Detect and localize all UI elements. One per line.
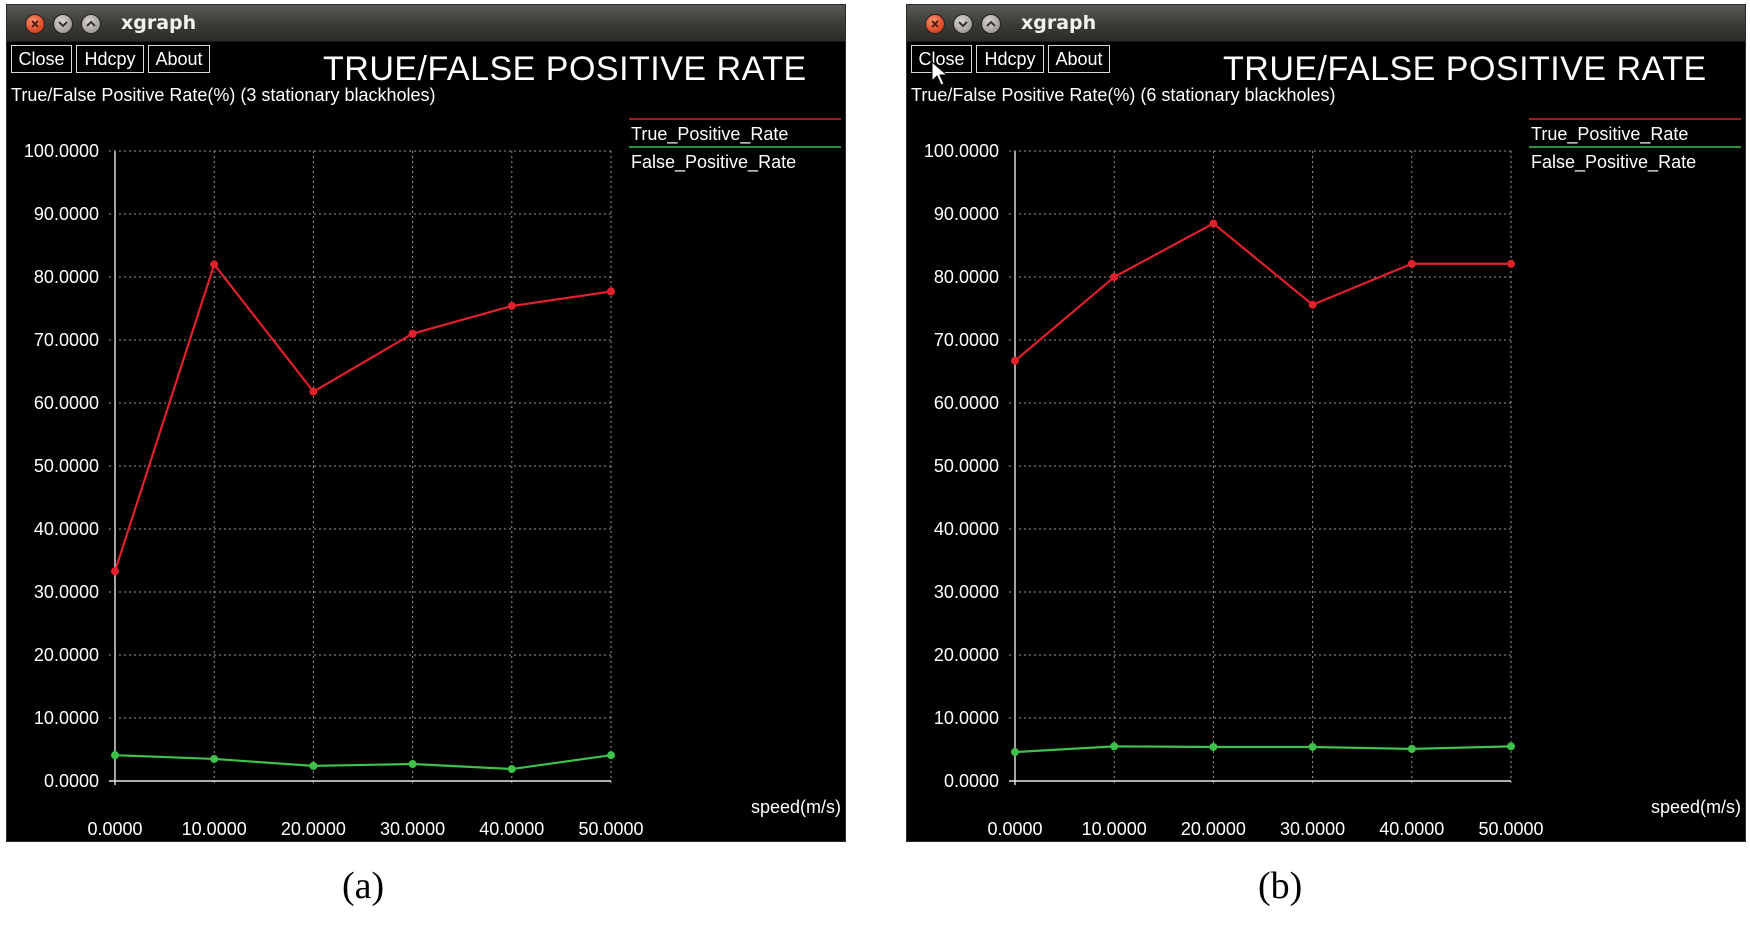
- x-tick-label: 40.0000: [479, 819, 544, 839]
- figure-caption-a: (a): [342, 865, 385, 907]
- data-point: [111, 567, 119, 576]
- graph-title: TRUE/FALSE POSITIVE RATE: [323, 50, 807, 88]
- minimize-window-icon[interactable]: [953, 14, 973, 34]
- data-point: [210, 754, 219, 763]
- legend-entry: True_Positive_Rate: [631, 124, 788, 145]
- data-point: [1209, 742, 1218, 751]
- y-tick-label: 40.0000: [34, 519, 99, 539]
- data-point: [507, 301, 516, 310]
- hdcpy-button[interactable]: Hdcpy: [976, 45, 1044, 73]
- xgraph-window-b: xgraph Close Hdcpy About TRUE/FALSE POSI…: [906, 4, 1746, 842]
- y-tick-label: 20.0000: [934, 645, 999, 665]
- y-tick-label: 40.0000: [934, 519, 999, 539]
- maximize-window-icon[interactable]: [981, 14, 1001, 34]
- data-point: [1308, 742, 1317, 751]
- y-tick-label: 100.0000: [924, 141, 999, 161]
- legend-entry: False_Positive_Rate: [1531, 152, 1696, 173]
- x-tick-label: 30.0000: [380, 819, 445, 839]
- y-tick-label: 30.0000: [34, 582, 99, 602]
- data-point: [507, 765, 516, 774]
- x-tick-label: 0.0000: [987, 819, 1042, 839]
- x-tick-label: 20.0000: [1181, 819, 1246, 839]
- data-point: [408, 329, 417, 338]
- y-tick-label: 90.0000: [34, 204, 99, 224]
- data-point: [111, 751, 119, 760]
- legend-entry: False_Positive_Rate: [631, 152, 796, 173]
- x-tick-label: 50.0000: [1478, 819, 1543, 839]
- data-point: [1011, 748, 1019, 757]
- series-line: [1014, 222, 1511, 362]
- y-tick-label: 20.0000: [34, 645, 99, 665]
- data-point: [1110, 742, 1119, 751]
- y-tick-label: 50.0000: [34, 456, 99, 476]
- data-point: [408, 759, 417, 768]
- figure-caption-b: (b): [1258, 865, 1303, 907]
- x-tick-label: 0.0000: [87, 819, 142, 839]
- minimize-window-icon[interactable]: [53, 14, 73, 34]
- data-point: [1407, 744, 1416, 753]
- y-tick-label: 60.0000: [934, 393, 999, 413]
- y-tick-label: 60.0000: [34, 393, 99, 413]
- xgraph-window-a: xgraph Close Hdcpy About TRUE/FALSE POSI…: [6, 4, 846, 842]
- y-tick-label: 10.0000: [934, 708, 999, 728]
- y-tick-label: 90.0000: [934, 204, 999, 224]
- close-window-icon[interactable]: [25, 14, 45, 34]
- window-title: xgraph: [121, 12, 197, 34]
- data-point: [309, 387, 318, 396]
- x-tick-label: 10.0000: [182, 819, 247, 839]
- window-titlebar[interactable]: xgraph: [907, 5, 1745, 42]
- graph-subtitle: True/False Positive Rate(%) (6 stationar…: [911, 85, 1336, 105]
- x-axis-label: speed(m/s): [751, 797, 841, 817]
- mouse-pointer-icon: [931, 61, 949, 86]
- y-tick-label: 30.0000: [934, 582, 999, 602]
- about-button[interactable]: About: [1048, 45, 1110, 73]
- y-tick-label: 70.0000: [934, 330, 999, 350]
- close-button[interactable]: Close: [11, 45, 72, 73]
- graph-subtitle: True/False Positive Rate(%) (3 stationar…: [11, 85, 436, 105]
- x-tick-label: 50.0000: [578, 819, 643, 839]
- data-point: [1110, 273, 1119, 281]
- data-point: [607, 751, 615, 760]
- window-title: xgraph: [1021, 12, 1097, 34]
- data-point: [1011, 356, 1019, 365]
- line-chart: 0.0000 10.0000 20.0000 30.0000 40.0000 50.000…: [24, 118, 841, 839]
- data-point: [1308, 300, 1317, 309]
- data-point: [210, 260, 219, 269]
- graph-title: TRUE/FALSE POSITIVE RATE: [1223, 50, 1707, 88]
- x-tick-label: 30.0000: [1280, 819, 1345, 839]
- y-tick-label: 0.0000: [944, 771, 999, 791]
- data-point: [1507, 742, 1515, 751]
- series-line: [1014, 745, 1512, 754]
- y-tick-label: 0.0000: [44, 771, 99, 791]
- legend-entry: True_Positive_Rate: [1531, 124, 1688, 145]
- x-tick-label: 40.0000: [1379, 819, 1444, 839]
- y-tick-label: 10.0000: [34, 708, 99, 728]
- data-point: [607, 287, 615, 296]
- hdcpy-button[interactable]: Hdcpy: [76, 45, 144, 73]
- data-point: [1507, 259, 1515, 268]
- y-tick-label: 80.0000: [934, 267, 999, 287]
- y-tick-label: 70.0000: [34, 330, 99, 350]
- about-button[interactable]: About: [148, 45, 210, 73]
- close-window-icon[interactable]: [925, 14, 945, 34]
- x-tick-label: 10.0000: [1082, 819, 1147, 839]
- data-point: [309, 761, 318, 770]
- maximize-window-icon[interactable]: [81, 14, 101, 34]
- y-tick-label: 50.0000: [934, 456, 999, 476]
- data-point: [1209, 219, 1218, 228]
- y-tick-label: 100.0000: [24, 141, 99, 161]
- series-line: [113, 262, 612, 572]
- data-point: [1407, 259, 1416, 268]
- window-titlebar[interactable]: xgraph: [7, 5, 845, 42]
- y-tick-label: 80.0000: [34, 267, 99, 287]
- close-button[interactable]: Close: [911, 45, 972, 73]
- x-tick-label: 20.0000: [281, 819, 346, 839]
- series-line: [114, 754, 612, 771]
- line-chart: 0.0000 10.0000 20.0000 30.0000 40.0000 50.000…: [924, 118, 1741, 839]
- x-axis-label: speed(m/s): [1651, 797, 1741, 817]
